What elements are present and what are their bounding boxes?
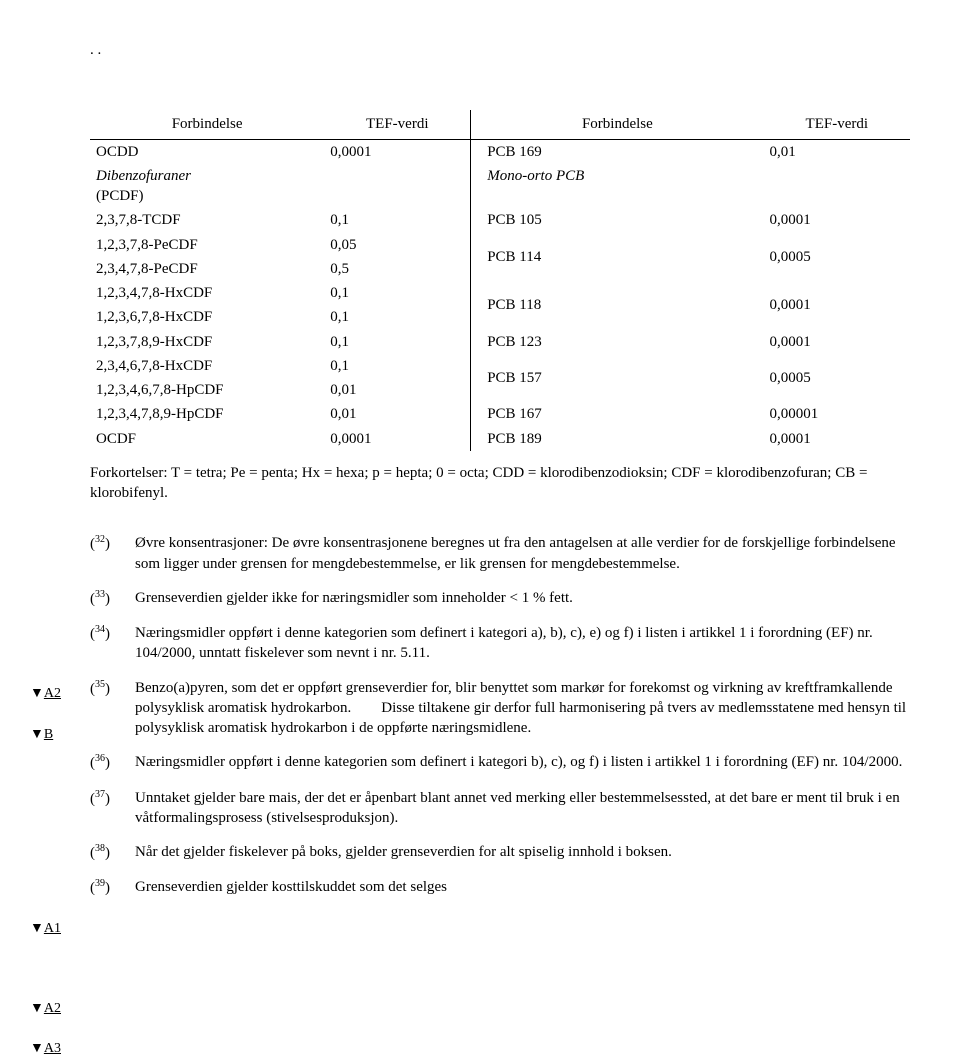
table-row: 1,2,3,4,7,8-HxCDF0,1PCB 1180,0001 xyxy=(90,281,910,305)
margin-column: ▼A2▼B▼A1▼A2▼A3 xyxy=(30,110,90,912)
margin-marker: ▼A2 xyxy=(30,685,61,704)
footnote-text: Øvre konsentrasjoner: De øvre konsentras… xyxy=(135,533,910,574)
footnote: (34)Næringsmidler oppført i denne katego… xyxy=(90,623,910,664)
table-row: 2,3,7,8-TCDF0,1PCB 1050,0001 xyxy=(90,208,910,232)
table-row: OCDF0,0001PCB 1890,0001 xyxy=(90,427,910,451)
footnote-mark: (35) xyxy=(90,678,135,739)
table-row: 1,2,3,4,7,8,9-HpCDF0,01PCB 1670,00001 xyxy=(90,402,910,426)
th-tef-2: TEF-verdi xyxy=(764,110,910,139)
footnote: (39)Grenseverdien gjelder kosttilskuddet… xyxy=(90,877,910,898)
right-tef: 0,0005 xyxy=(764,233,910,282)
right-forbindelse: PCB 105 xyxy=(471,208,764,232)
footnote: (32)Øvre konsentrasjoner: De øvre konsen… xyxy=(90,533,910,574)
table-row: 2,3,4,6,7,8-HxCDF0,1PCB 1570,0005 xyxy=(90,354,910,378)
footnote: (36)Næringsmidler oppført i denne katego… xyxy=(90,752,910,773)
content-wrap: ▼A2▼B▼A1▼A2▼A3 Forbindelse TEF-verdi For… xyxy=(30,110,910,912)
left-tef: 0,01 xyxy=(324,402,470,426)
right-forbindelse: PCB 189 xyxy=(471,427,764,451)
margin-marker: ▼A1 xyxy=(30,920,61,939)
right-forbindelse: PCB 167 xyxy=(471,402,764,426)
left-forbindelse: OCDF xyxy=(90,427,324,451)
left-tef: 0,1 xyxy=(324,281,470,305)
left-tef: 0,1 xyxy=(324,330,470,354)
footnote-text: Næringsmidler oppført i denne kategorien… xyxy=(135,623,910,664)
footnote-text: Næringsmidler oppført i denne kategorien… xyxy=(135,752,910,773)
right-tef: 0,0001 xyxy=(764,330,910,354)
left-tef: 0,5 xyxy=(324,257,470,281)
footnote: (38)Når det gjelder fiskelever på boks, … xyxy=(90,842,910,863)
th-forbindelse-1: Forbindelse xyxy=(90,110,324,139)
right-tef: 0,0001 xyxy=(764,281,910,330)
footnote-mark: (32) xyxy=(90,533,135,574)
footnote-text: Grenseverdien gjelder kosttilskuddet som… xyxy=(135,877,910,898)
right-forbindelse: PCB 118 xyxy=(471,281,764,330)
footnote-mark: (36) xyxy=(90,752,135,773)
right-forbindelse: PCB 157 xyxy=(471,354,764,403)
left-tef: 0,0001 xyxy=(324,139,470,164)
margin-marker: ▼B xyxy=(30,726,53,745)
left-tef: 0,1 xyxy=(324,208,470,232)
left-forbindelse: 2,3,7,8-TCDF xyxy=(90,208,324,232)
left-forbindelse: Dibenzofuraner(PCDF) xyxy=(90,164,324,209)
left-tef: 0,0001 xyxy=(324,427,470,451)
right-tef: 0,01 xyxy=(764,139,910,164)
right-tef: 0,0001 xyxy=(764,427,910,451)
right-forbindelse: PCB 169 xyxy=(471,139,764,164)
th-forbindelse-2: Forbindelse xyxy=(471,110,764,139)
footnote-mark: (39) xyxy=(90,877,135,898)
footnote: (33)Grenseverdien gjelder ikke for nærin… xyxy=(90,588,910,609)
table-row: Dibenzofuraner(PCDF) Mono-orto PCB xyxy=(90,164,910,209)
left-tef: 0,01 xyxy=(324,378,470,402)
right-forbindelse: PCB 114 xyxy=(471,233,764,282)
left-tef: 0,1 xyxy=(324,305,470,329)
left-tef: 0,05 xyxy=(324,233,470,257)
left-tef: 0,1 xyxy=(324,354,470,378)
left-forbindelse: 2,3,4,6,7,8-HxCDF xyxy=(90,354,324,378)
right-tef: 0,0001 xyxy=(764,208,910,232)
footnote-mark: (37) xyxy=(90,788,135,829)
footnotes: (32)Øvre konsentrasjoner: De øvre konsen… xyxy=(90,533,910,898)
tef-table: Forbindelse TEF-verdi Forbindelse TEF-ve… xyxy=(90,110,910,451)
left-tef xyxy=(324,164,470,209)
footnote-text: Unntaket gjelder bare mais, der det er å… xyxy=(135,788,910,829)
left-forbindelse: 1,2,3,4,7,8-HxCDF xyxy=(90,281,324,305)
footnote: (35)Benzo(a)pyren, som det er oppført gr… xyxy=(90,678,910,739)
table-row: 1,2,3,7,8-PeCDF0,05PCB 1140,0005 xyxy=(90,233,910,257)
margin-marker: ▼A2 xyxy=(30,1000,61,1019)
footnote: (37)Unntaket gjelder bare mais, der det … xyxy=(90,788,910,829)
left-forbindelse: 1,2,3,4,7,8,9-HpCDF xyxy=(90,402,324,426)
leading-dots: . . xyxy=(90,40,910,60)
table-row: OCDD0,0001PCB 1690,01 xyxy=(90,139,910,164)
right-tef xyxy=(764,164,910,209)
left-forbindelse: 1,2,3,7,8-PeCDF xyxy=(90,233,324,257)
right-tef: 0,0005 xyxy=(764,354,910,403)
main-column: Forbindelse TEF-verdi Forbindelse TEF-ve… xyxy=(90,110,910,912)
th-tef-1: TEF-verdi xyxy=(324,110,470,139)
left-forbindelse: 1,2,3,6,7,8-HxCDF xyxy=(90,305,324,329)
left-forbindelse: 2,3,4,7,8-PeCDF xyxy=(90,257,324,281)
table-row: 1,2,3,7,8,9-HxCDF0,1PCB 1230,0001 xyxy=(90,330,910,354)
footnote-text: Grenseverdien gjelder ikke for næringsmi… xyxy=(135,588,910,609)
footnote-mark: (38) xyxy=(90,842,135,863)
footnote-text: Benzo(a)pyren, som det er oppført grense… xyxy=(135,678,910,739)
right-tef: 0,00001 xyxy=(764,402,910,426)
table-header-row: Forbindelse TEF-verdi Forbindelse TEF-ve… xyxy=(90,110,910,139)
footnote-mark: (33) xyxy=(90,588,135,609)
right-forbindelse: PCB 123 xyxy=(471,330,764,354)
left-forbindelse: 1,2,3,4,6,7,8-HpCDF xyxy=(90,378,324,402)
right-forbindelse: Mono-orto PCB xyxy=(471,164,764,209)
footnote-text: Når det gjelder fiskelever på boks, gjel… xyxy=(135,842,910,863)
left-forbindelse: OCDD xyxy=(90,139,324,164)
abbreviations-text: Forkortelser: T = tetra; Pe = penta; Hx … xyxy=(90,463,910,504)
footnote-mark: (34) xyxy=(90,623,135,664)
left-forbindelse: 1,2,3,7,8,9-HxCDF xyxy=(90,330,324,354)
